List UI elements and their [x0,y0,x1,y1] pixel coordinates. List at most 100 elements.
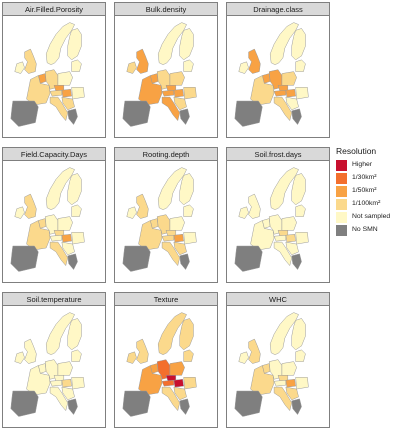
region-hungary [61,88,72,98]
region-italy [49,96,68,122]
region-finland [179,28,194,61]
region-austria [161,234,175,242]
region-balkans [285,96,299,111]
region-poland [57,216,73,231]
legend-swatch [336,199,347,210]
region-finland [179,173,194,206]
legend-swatch [336,212,347,223]
legend: Resolution Higher 1/30km² 1/50km² 1/100k… [332,146,402,276]
region-greece [179,108,190,126]
region-hungary [61,378,72,388]
legend-title: Resolution [336,146,377,156]
region-austria [49,89,63,97]
region-britain [136,193,149,219]
region-romania [71,87,85,100]
map-svg [122,312,197,417]
region-scandinavia [45,22,75,66]
facet-title: WHC [226,292,330,306]
region-baltics [183,204,194,217]
region-france [138,75,163,106]
region-italy [49,386,68,412]
region-austria [49,234,63,242]
region-france [250,365,275,396]
map-svg [122,22,197,127]
region-romania [295,232,309,245]
region-ireland [14,61,25,74]
facet-panel-3: Drainage.class [226,2,330,138]
facet-panel-8: Texture [114,292,218,428]
region-iberia [122,100,151,127]
region-scandinavia [45,167,75,211]
region-balkans [173,96,187,111]
facet-title: Soil.temperature [2,292,106,306]
europe-map [2,306,106,428]
legend-label: 1/30km² [352,174,377,181]
region-italy [161,386,180,412]
region-ireland [126,206,137,219]
map-svg [234,22,309,127]
region-hungary [173,378,184,388]
region-ireland [14,206,25,219]
region-poland [281,71,297,86]
region-baltics [183,349,194,362]
facet-title: Bulk.density [114,2,218,16]
legend-swatch [336,160,347,171]
legend-swatch [336,186,347,197]
region-scandinavia [157,22,187,66]
region-iberia [10,390,39,417]
region-britain [24,48,37,74]
region-romania [71,232,85,245]
facet-panel-2: Bulk.density [114,2,218,138]
region-greece [291,398,302,416]
region-scandinavia [269,167,299,211]
facet-title: Soil.frost.days [226,147,330,161]
region-poland [169,216,185,231]
region-germany [156,359,171,380]
region-poland [169,71,185,86]
region-britain [248,48,261,74]
map-svg [234,312,309,417]
region-france [26,365,51,396]
legend-label: Higher [352,161,373,168]
region-romania [71,377,85,390]
region-germany [156,214,171,235]
region-germany [44,214,59,235]
region-germany [268,69,283,90]
region-scandinavia [269,312,299,356]
facet-title: Rooting.depth [114,147,218,161]
region-greece [291,253,302,271]
region-germany [44,69,59,90]
region-poland [281,216,297,231]
facet-panel-7: Soil.temperature [2,292,106,428]
region-austria [49,379,63,387]
region-greece [67,108,78,126]
map-svg [122,167,197,272]
region-baltics [183,59,194,72]
region-finland [179,318,194,351]
region-balkans [173,386,187,401]
region-finland [67,318,82,351]
region-austria [273,234,287,242]
region-baltics [295,59,306,72]
legend-label: 1/50km² [352,187,377,194]
region-finland [67,173,82,206]
region-austria [273,379,287,387]
facet-title: Drainage.class [226,2,330,16]
europe-map [226,161,330,283]
region-hungary [285,88,296,98]
region-romania [295,87,309,100]
facet-panel-4: Field.Capacity.Days [2,147,106,283]
map-svg [10,22,85,127]
region-britain [248,193,261,219]
region-romania [183,87,197,100]
region-finland [291,28,306,61]
facet-panel-5: Rooting.depth [114,147,218,283]
region-poland [57,361,73,376]
region-italy [273,241,292,267]
legend-item: 1/30km² [336,173,402,185]
region-germany [156,69,171,90]
region-austria [161,89,175,97]
region-greece [291,108,302,126]
region-baltics [71,59,82,72]
region-britain [136,338,149,364]
